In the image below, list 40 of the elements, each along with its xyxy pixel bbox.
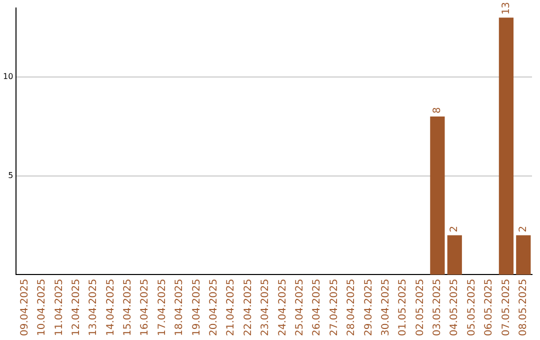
x-tick-label: 29.04.2025 xyxy=(363,278,374,336)
x-tick-label: 03.05.2025 xyxy=(432,278,444,336)
x-tick-label: 30.04.2025 xyxy=(380,278,392,336)
x-tick-label: 15.04.2025 xyxy=(122,278,134,336)
x-tick-label: 06.05.2025 xyxy=(484,278,495,336)
x-tick-label: 19.04.2025 xyxy=(191,278,202,336)
bar xyxy=(430,116,445,275)
x-tick-label: 22.04.2025 xyxy=(242,278,254,336)
x-tick-label: 11.04.2025 xyxy=(54,278,65,336)
x-tick-label: 20.04.2025 xyxy=(208,278,220,336)
x-tick-label: 01.05.2025 xyxy=(398,278,409,336)
bar xyxy=(498,18,514,275)
x-tick-label: 10.04.2025 xyxy=(36,278,48,336)
bar xyxy=(516,235,531,275)
x-tick-label: 05.05.2025 xyxy=(466,278,478,336)
x-tick-label: 09.04.2025 xyxy=(19,278,30,336)
x-tick-label: 23.04.2025 xyxy=(260,278,272,336)
y-tick-label: 10 xyxy=(2,72,14,82)
x-tick-label: 28.04.2025 xyxy=(346,278,358,336)
x-tick-label: 18.04.2025 xyxy=(174,278,186,336)
x-tick-label: 27.04.2025 xyxy=(328,278,340,336)
data-label: 2 xyxy=(449,226,460,232)
data-label: 13 xyxy=(500,2,512,15)
x-tick-label: 26.04.2025 xyxy=(312,278,323,336)
x-tick-label: 07.05.2025 xyxy=(500,278,512,336)
x-tick-label: 24.04.2025 xyxy=(277,278,288,336)
data-label: 8 xyxy=(432,107,444,114)
x-tick-label: 14.04.2025 xyxy=(105,278,116,336)
x-tick-label: 08.05.2025 xyxy=(518,278,529,336)
x-tick-label: 17.04.2025 xyxy=(156,278,168,336)
x-tick-label: 13.04.2025 xyxy=(88,278,100,336)
x-tick-label: 16.04.2025 xyxy=(140,278,151,336)
x-tick-label: 21.04.2025 xyxy=(226,278,237,336)
bar xyxy=(447,235,462,275)
x-tick-label: 04.05.2025 xyxy=(449,278,460,336)
x-tick-label: 02.05.2025 xyxy=(414,278,426,336)
y-tick-label: 5 xyxy=(8,170,14,180)
x-tick-label: 25.04.2025 xyxy=(294,278,306,336)
data-label: 2 xyxy=(518,226,529,232)
x-tick-label: 12.04.2025 xyxy=(70,278,82,336)
